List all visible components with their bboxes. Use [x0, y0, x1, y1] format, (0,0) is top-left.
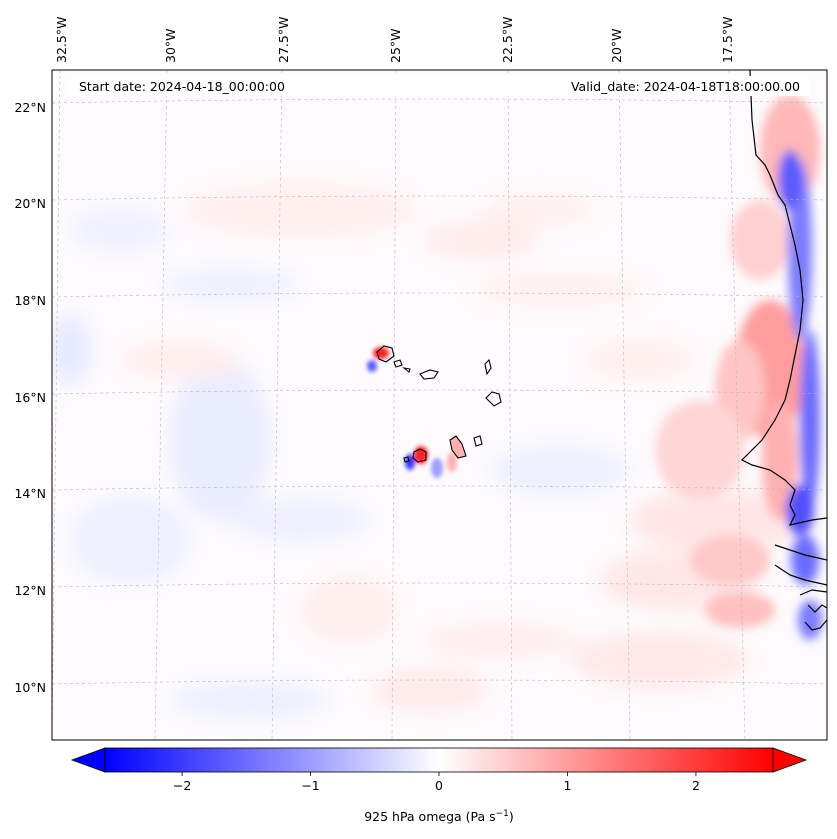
- map-panel: Start date: 2024-04-18_00:00:00 Valid_da…: [51, 69, 828, 741]
- lat-tick-label: 16°N: [14, 390, 46, 405]
- valid-date-label: Valid_date: 2024-04-18T18:00:00.00: [571, 79, 800, 94]
- colorbar-label-main: 925 hPa omega (Pa s: [364, 809, 495, 824]
- colorbar-extend-high: [772, 747, 808, 773]
- colorbar-label-exponent: −1: [496, 809, 509, 819]
- lat-tick-label: 10°N: [14, 680, 46, 695]
- lon-tick-label: 30°W: [163, 28, 178, 63]
- cape-verde-islands: [376, 345, 502, 463]
- colorbar-tick-label: −1: [301, 778, 319, 793]
- lat-tick-label: 20°N: [14, 196, 46, 211]
- sal-island: [484, 358, 492, 376]
- maio-island: [473, 435, 483, 447]
- colorbar-tick-label: −2: [173, 778, 191, 793]
- coastlines: [740, 69, 828, 631]
- santo-antao-island: [376, 345, 395, 363]
- santiago-island: [449, 435, 467, 459]
- lon-tick-label: 32.5°W: [54, 17, 69, 63]
- colorbar-label-close: ): [509, 809, 514, 824]
- colorbar-body: [104, 747, 774, 773]
- brava-island: [403, 456, 410, 463]
- colorbar: −2 −1 0 1 2 925 hPa omega (Pa s−1): [70, 747, 808, 824]
- colorbar-tick-label: 1: [563, 778, 571, 793]
- colorbar-tick-label: 2: [692, 778, 700, 793]
- lon-tick-labels: 32.5°W 30°W 27.5°W 25°W 22.5°W 20°W 17.5…: [54, 17, 735, 63]
- boa-vista-island: [485, 391, 502, 407]
- colorbar-label: 925 hPa omega (Pa s−1): [364, 809, 514, 824]
- sao-vicente-island: [393, 359, 403, 368]
- start-date-label: Start date: 2024-04-18_00:00:00: [79, 79, 285, 94]
- colorbar-ticks: −2 −1 0 1 2: [173, 772, 700, 793]
- africa-coastline: [740, 69, 828, 526]
- sao-nicolau-island: [419, 369, 439, 380]
- lat-tick-label: 12°N: [14, 583, 46, 598]
- lat-tick-label: 22°N: [14, 100, 46, 115]
- colorbar-extend-low: [70, 747, 106, 773]
- lat-tick-labels: 22°N 20°N 18°N 16°N 14°N 12°N 10°N: [14, 100, 46, 695]
- lon-tick-label: 20°W: [609, 28, 624, 63]
- lon-tick-label: 25°W: [388, 28, 403, 63]
- lat-tick-label: 14°N: [14, 486, 46, 501]
- lon-tick-label: 17.5°W: [720, 17, 735, 63]
- gridlines: [52, 70, 827, 740]
- lat-tick-label: 18°N: [14, 293, 46, 308]
- header-band: [68, 76, 810, 96]
- colorbar-tick-label: 0: [435, 778, 443, 793]
- map-frame: [51, 69, 828, 741]
- lon-tick-label: 27.5°W: [276, 17, 291, 63]
- fogo-island: [412, 448, 427, 463]
- lon-tick-label: 22.5°W: [500, 17, 515, 63]
- omega-field: [52, 95, 822, 720]
